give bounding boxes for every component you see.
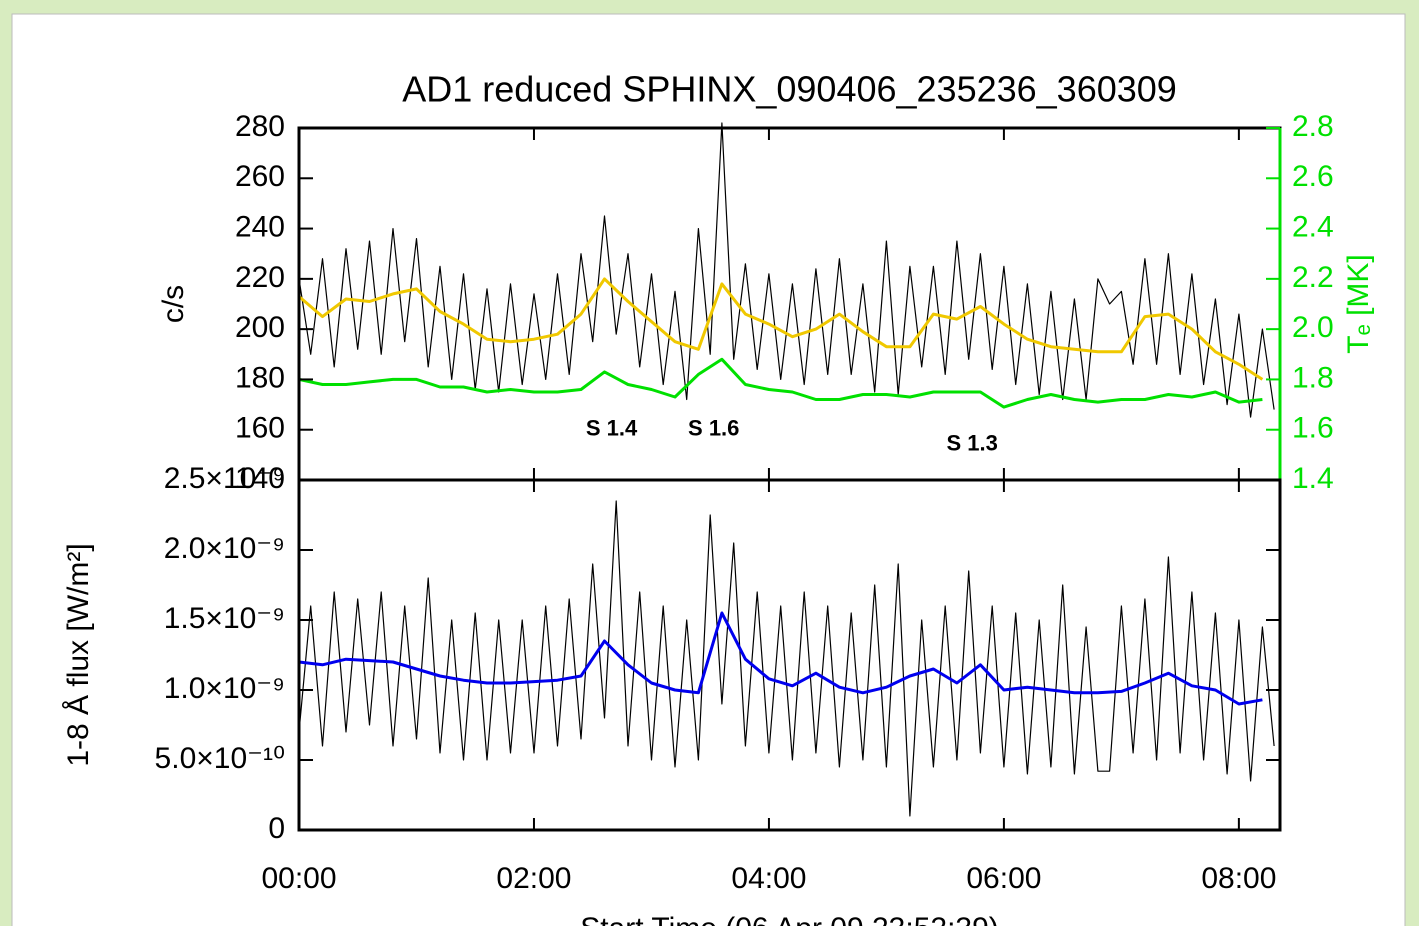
y-tick-label: 200 [235,311,285,344]
y-tick-label: 140 [235,462,285,495]
y2-tick-label: 2.4 [1292,210,1334,243]
x-tick-label: 00:00 [261,862,336,895]
y2-tick-label: 2.0 [1292,311,1334,344]
annotation: S 1.3 [947,431,998,456]
y2-tick-label: 1.6 [1292,412,1334,445]
y-tick-label: 160 [235,412,285,445]
y2-tick-label: 2.6 [1292,160,1334,193]
y-tick-label: 260 [235,160,285,193]
plot-background [11,13,1406,926]
annotation: S 1.4 [586,416,638,441]
y2-tick-label: 2.2 [1292,261,1334,294]
y-tick-label: 1.0×10⁻⁹ [164,672,285,705]
y2-tick-label: 1.4 [1292,462,1334,495]
data-line [298,277,1264,381]
data-line [298,122,1275,418]
y-axis-label: 1-8 Å flux [W/m²] [62,543,95,766]
x-axis-label: Start Time (06 Apr 09 23:52:39) [580,912,999,926]
x-tick-label: 04:00 [731,862,806,895]
y-tick-label: 180 [235,361,285,394]
x-tick-label: 02:00 [496,862,571,895]
chart-title: AD1 reduced SPHINX_090406_235236_360309 [402,69,1177,110]
y-tick-label: 2.5×10⁻⁹ [164,462,285,495]
data-line [298,357,1263,409]
y2-tick-label: 2.8 [1292,110,1334,143]
y-tick-label: 5.0×10⁻¹⁰ [155,742,285,775]
y-tick-label: 220 [235,261,285,294]
y-axis-label: c/s [157,285,190,323]
x-tick-label: 08:00 [1201,862,1276,895]
y-tick-label: 0 [268,812,285,845]
x-tick-label: 06:00 [966,862,1041,895]
data-line [298,611,1263,706]
annotation: S 1.6 [688,416,739,441]
y2-axis-label: Tₑ [MK] [1342,254,1375,353]
y-tick-label: 2.0×10⁻⁹ [164,532,285,565]
axes-box [297,478,1282,832]
y-tick-label: 280 [235,110,285,143]
y2-tick-label: 1.8 [1292,361,1334,394]
y-tick-label: 1.5×10⁻⁹ [164,602,285,635]
y-tick-label: 240 [235,210,285,243]
